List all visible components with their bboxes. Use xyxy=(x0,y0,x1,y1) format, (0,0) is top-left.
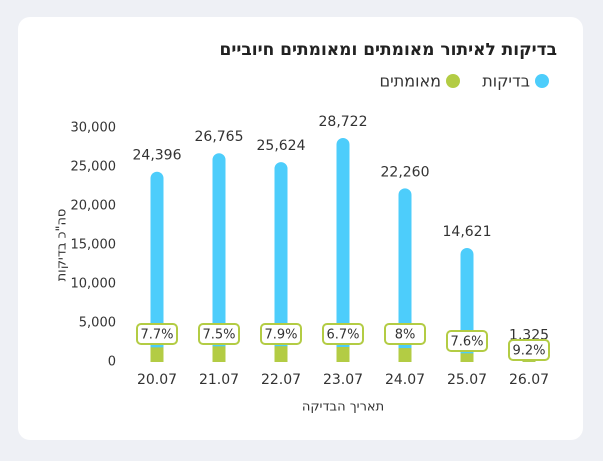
value-label: 26,765 xyxy=(195,129,244,145)
bar xyxy=(150,171,164,362)
rate-box xyxy=(198,323,240,345)
bar xyxy=(150,347,164,362)
y-tick-label: 10,000 xyxy=(71,277,117,292)
rate-label: 9.2% xyxy=(512,344,545,359)
rate-label: 7.5% xyxy=(202,328,235,343)
bar xyxy=(336,137,350,362)
bar xyxy=(336,346,350,362)
bar xyxy=(460,353,474,362)
bar xyxy=(212,346,226,362)
x-tick-label: 22.07 xyxy=(261,372,301,388)
rate-label: 7.6% xyxy=(450,335,483,350)
bar xyxy=(398,188,412,362)
value-label: 25,624 xyxy=(257,138,306,154)
y-tick-label: 0 xyxy=(108,355,116,370)
x-tick-label: 20.07 xyxy=(137,372,177,388)
value-label: 22,260 xyxy=(381,164,430,180)
x-tick-label: 23.07 xyxy=(323,372,363,388)
chart-title: בדיקות לאיתור מאומתים ומאומתים חיוביים xyxy=(220,40,557,60)
y-tick-label: 15,000 xyxy=(71,238,117,253)
rate-box xyxy=(384,323,426,345)
rate-label: 7.7% xyxy=(140,328,173,343)
legend-label: בדיקות xyxy=(482,72,530,91)
bar xyxy=(398,348,412,362)
y-tick-label: 20,000 xyxy=(71,199,117,214)
y-tick-label: 5,000 xyxy=(79,316,116,331)
value-label: 28,722 xyxy=(319,114,368,130)
bar xyxy=(274,346,288,362)
legend-label: מאומתים xyxy=(380,72,442,91)
y-tick-label: 30,000 xyxy=(71,121,117,136)
y-axis-label: סה"כ בדיקות xyxy=(55,209,70,282)
x-tick-label: 26.07 xyxy=(509,372,549,388)
rate-box xyxy=(322,323,364,345)
value-label: 24,396 xyxy=(133,148,182,164)
rate-box xyxy=(136,323,178,345)
rate-label: 8% xyxy=(395,328,416,343)
rate-box xyxy=(446,330,488,352)
rate-box xyxy=(260,323,302,345)
x-tick-label: 25.07 xyxy=(447,372,487,388)
bar xyxy=(274,162,288,362)
rate-label: 7.9% xyxy=(264,328,297,343)
value-label: 14,621 xyxy=(443,224,492,240)
rate-label: 6.7% xyxy=(326,328,359,343)
legend-swatch xyxy=(446,74,460,88)
rate-box xyxy=(508,339,550,361)
y-tick-label: 25,000 xyxy=(71,160,117,175)
bar xyxy=(212,153,226,362)
x-tick-label: 24.07 xyxy=(385,372,425,388)
x-tick-label: 21.07 xyxy=(199,372,239,388)
x-axis-label: תאריך הבדיקה xyxy=(302,400,384,415)
legend-swatch xyxy=(535,74,549,88)
bar xyxy=(522,361,536,362)
